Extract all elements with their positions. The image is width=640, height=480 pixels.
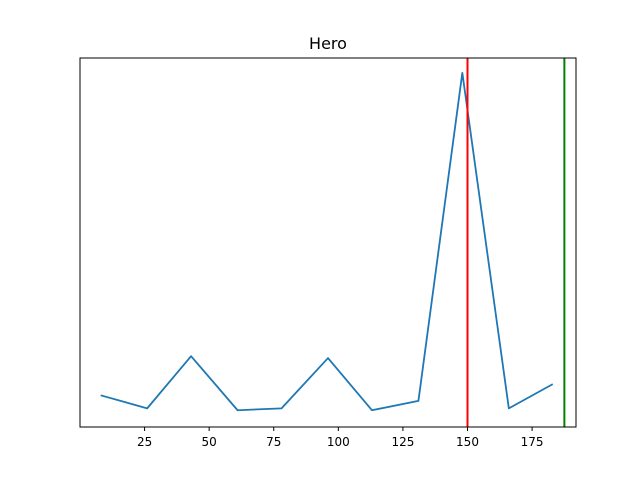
plot-area <box>100 58 566 427</box>
x-tick-label: 175 <box>521 435 544 449</box>
x-tick-label: 25 <box>137 435 152 449</box>
chart-title: Hero <box>309 34 347 53</box>
x-tick-label: 75 <box>266 435 281 449</box>
axes-frame <box>79 57 577 428</box>
x-tick-label: 100 <box>327 435 350 449</box>
x-tick-label: 50 <box>202 435 217 449</box>
x-tick-label: 150 <box>456 435 479 449</box>
series-line-1 <box>100 72 554 412</box>
x-axis: 25 50 75 100 125 150 175 <box>137 427 544 449</box>
x-tick-label: 125 <box>391 435 414 449</box>
